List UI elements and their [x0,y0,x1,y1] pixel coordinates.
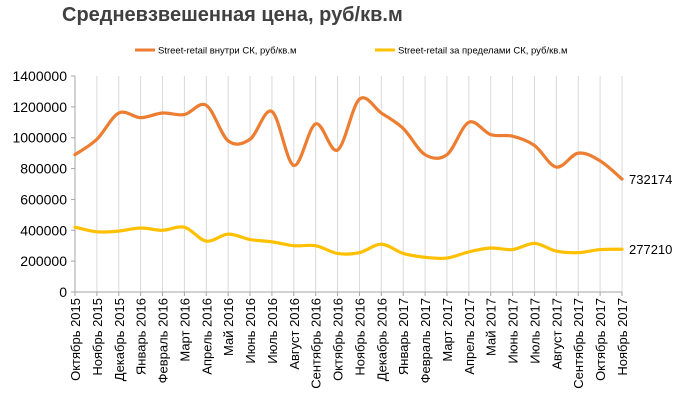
x-tick-label: Апрель 2017 [462,298,477,375]
y-tick-label: 400000 [20,222,67,238]
chart-title: Средневзвешенная цена, руб/кв.м [62,4,403,26]
data-label: 277210 [629,242,672,257]
x-tick-label: Июль 2017 [527,298,542,364]
series-line [73,96,624,181]
legend-label: Street-retail внутри СК, руб/кв.м [158,46,297,57]
y-tick-label: 800000 [20,161,67,177]
series-2: 277210 [73,225,672,261]
x-tick-label: Сентябрь 2016 [309,298,324,389]
x-tick-label: Ноябрь 2016 [352,298,367,376]
x-tick-label: Июнь 2017 [506,298,521,364]
x-tick-label: Ноябрь 2015 [90,298,105,376]
gridlines [74,76,623,292]
x-tick-label: Февраль 2016 [156,298,171,383]
series-line [73,225,624,261]
y-tick-label: 1200000 [12,99,67,115]
y-tick-label: 1000000 [12,130,67,146]
x-tick-label: Январь 2017 [396,298,411,375]
x-tick-label: Май 2017 [484,298,499,356]
x-tick-label: Декабрь 2016 [374,298,389,381]
x-tick-label: Март 2016 [177,298,192,362]
y-tick-labels: 0 200000 400000 600000 800000 1000000 1200000 1… [12,68,75,300]
y-tick-label: 0 [59,284,67,300]
y-tick-label: 600000 [20,191,67,207]
x-tick-label: Апрель 2016 [199,298,214,375]
x-tick-label: Январь 2016 [134,298,149,375]
x-tick-label: Октябрь 2016 [331,298,346,381]
x-tick-label: Октябрь 2017 [593,298,608,381]
x-tick-label: Август 2016 [287,298,302,370]
y-tick-label: 1400000 [12,68,67,84]
x-tick-label: Август 2017 [549,298,564,370]
x-tick-label: Сентябрь 2017 [571,298,586,389]
legend-label: Street-retail за пределами СК, руб/кв.м [398,46,568,57]
x-tick-label: Июнь 2016 [243,298,258,364]
x-tick-label: Март 2017 [440,298,455,362]
x-tick-label: Февраль 2017 [418,298,433,383]
series-1: 732174 [73,96,672,187]
x-tick-labels: Октябрь 2015 Ноябрь 2015 Декабрь 2015 Январ… [68,292,630,389]
legend: Street-retail внутри СК, руб/кв.м Street-… [135,46,568,57]
x-tick-label: Декабрь 2015 [112,298,127,381]
x-tick-label: Июль 2016 [265,298,280,364]
data-label: 732174 [629,172,672,187]
y-tick-label: 200000 [20,253,67,269]
x-tick-label: Май 2016 [221,298,236,356]
x-tick-label: Ноябрь 2017 [615,298,630,376]
x-tick-label: Октябрь 2015 [68,298,83,381]
